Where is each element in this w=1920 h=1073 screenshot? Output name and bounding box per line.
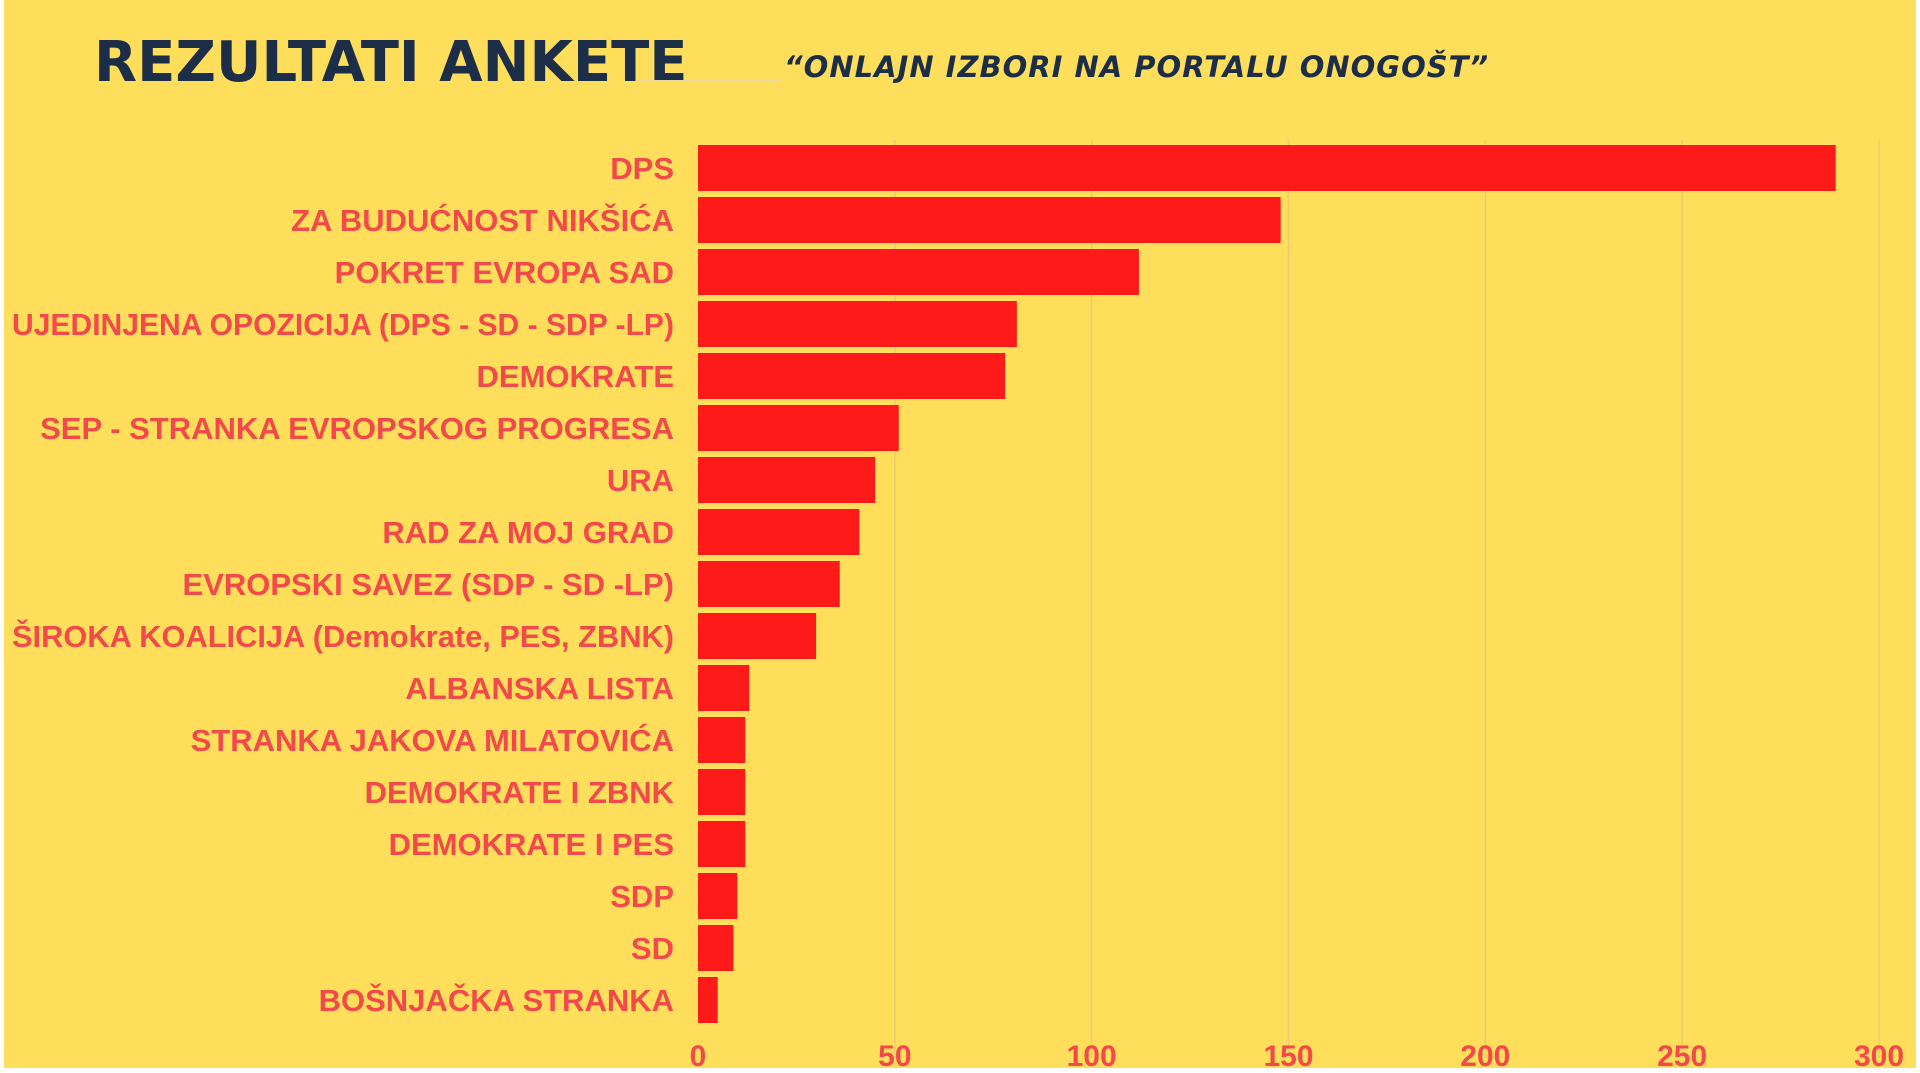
x-tick-label: 300 [1854,1040,1904,1068]
category-label: SDP [610,879,674,914]
x-tick-label: 150 [1263,1040,1313,1068]
bar [698,873,738,919]
category-label: DEMOKRATE I PES [389,827,674,862]
title-divider [639,80,779,81]
bar [698,561,840,607]
category-label: URA [607,463,674,498]
bar [698,197,1281,243]
bar [698,145,1836,191]
x-tick-label: 50 [878,1040,911,1068]
category-label: ALBANSKA LISTA [405,671,674,706]
page-title: REZULTATI ANKETE [94,30,688,95]
x-tick-label: 200 [1460,1040,1510,1068]
bar [698,405,899,451]
bar [698,821,746,867]
bars [698,145,1836,1023]
bar [698,249,1139,295]
category-label: DEMOKRATE I ZBNK [365,775,675,810]
category-label: ŠIROKA KOALICIJA (Demokrate, PES, ZBNK) [12,618,674,654]
bar [698,353,1006,399]
bar [698,925,734,971]
bar [698,509,860,555]
x-axis-ticks: 0 50 100 150 200 250 300 [690,1040,1904,1068]
bar [698,977,718,1023]
category-label: SD [631,931,674,966]
category-label: DPS [610,151,674,186]
bar [698,301,1017,347]
category-label: ZA BUDUĆNOST NIKŠIĆA [291,202,674,238]
x-tick-label: 0 [690,1040,707,1068]
category-label: EVROPSKI SAVEZ (SDP - SD -LP) [183,567,674,602]
x-tick-label: 250 [1657,1040,1707,1068]
category-label: SEP - STRANKA EVROPSKOG PROGRESA [40,411,674,446]
bar [698,457,876,503]
bar [698,769,746,815]
x-tick-label: 100 [1067,1040,1117,1068]
page-subtitle: “ONLAJN IZBORI NA PORTALU ONOGOŠT” [784,50,1490,84]
category-label: STRANKA JAKOVA MILATOVIĆA [191,722,674,758]
category-label: DEMOKRATE [477,359,674,394]
bar [698,717,746,763]
category-label: RAD ZA MOJ GRAD [382,515,674,550]
category-label: BOŠNJAČKA STRANKA [319,982,674,1018]
category-label: UJEDINJENA OPOZICIJA (DPS - SD - SDP -LP… [12,307,674,342]
bar [698,613,817,659]
bar-chart: DPS ZA BUDUĆNOST NIKŠIĆA POKRET EVROPA SAD… [12,140,1904,1068]
bar [698,665,750,711]
category-label: POKRET EVROPA SAD [335,255,674,290]
chart-slide: REZULTATI ANKETE “ONLAJN IZBORI NA PORTA… [4,0,1916,1068]
category-labels: DPS ZA BUDUĆNOST NIKŠIĆA POKRET EVROPA SAD… [12,151,675,1018]
